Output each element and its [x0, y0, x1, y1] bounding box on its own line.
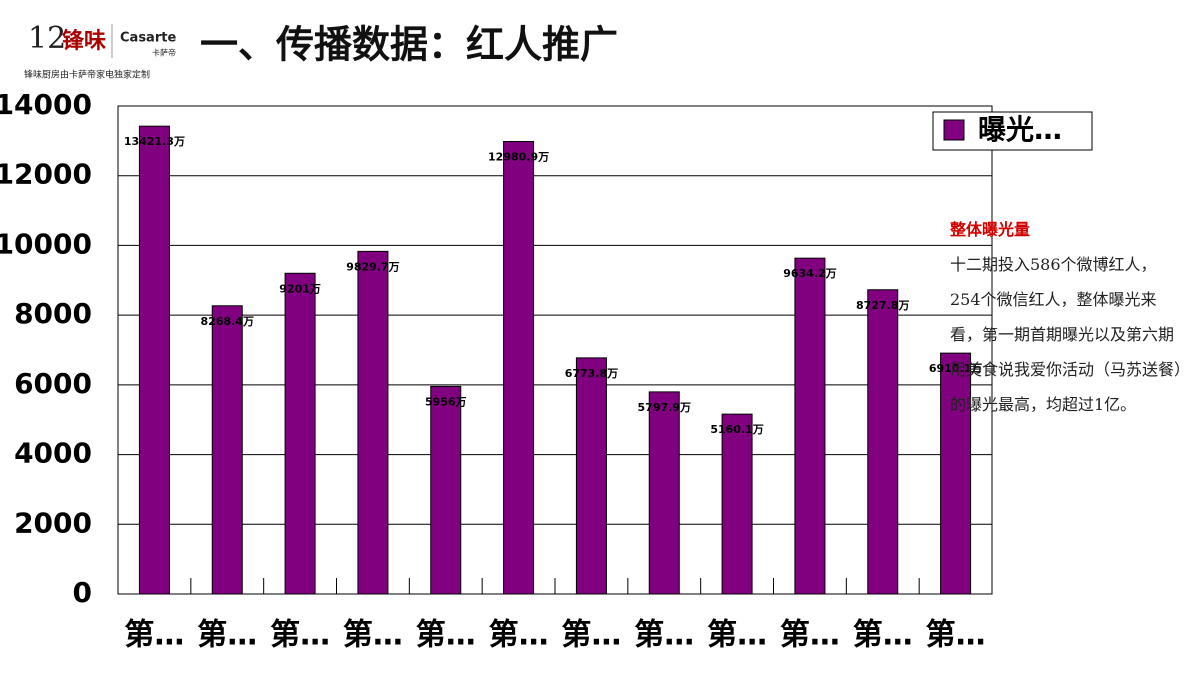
y-tick-label: 6000 [14, 367, 92, 400]
x-tick-label: 第… [416, 618, 476, 653]
y-tick-label: 10000 [0, 227, 92, 260]
bar [867, 289, 899, 595]
x-tick-label: 第… [270, 618, 330, 653]
logo-mark: 12 [28, 21, 66, 56]
bar [575, 357, 607, 595]
y-tick-label: 14000 [0, 88, 92, 121]
x-tick-label: 第… [124, 618, 184, 653]
x-tick-label: 第… [853, 618, 913, 653]
bar [794, 257, 826, 595]
x-tick-label: 第… [197, 618, 257, 653]
bar [940, 352, 972, 595]
side-note-text: 十二期投入586个微博红人，254个微信红人，整体曝光来看，第一期首期曝光以及第… [950, 255, 1183, 414]
value-label: 8727.8万 [856, 299, 909, 312]
bar [503, 141, 535, 595]
slide-title: 一、传播数据：红人推广 [200, 23, 618, 67]
bar [211, 305, 243, 595]
bar [721, 413, 753, 595]
legend-label: 曝光… [978, 113, 1062, 146]
value-label: 9201万 [279, 282, 321, 295]
value-label: 5956万 [425, 395, 467, 408]
x-tick-label: 第… [634, 618, 694, 653]
x-tick-label: 第… [561, 618, 621, 653]
value-label: 9829.7万 [346, 260, 399, 273]
logo-tagline: 锋味厨房由卡萨帝家电独家定制 [24, 69, 150, 81]
logo-casarte: Casarte [120, 31, 176, 46]
value-label: 13421.3万 [124, 135, 185, 148]
bar [357, 250, 389, 595]
bar [284, 272, 316, 595]
y-tick-label: 12000 [0, 158, 92, 191]
value-label: 8268.4万 [201, 315, 254, 328]
x-tick-label: 第… [489, 618, 549, 653]
side-note-title: 整体曝光量 [950, 220, 1031, 239]
value-label: 6773.8万 [565, 367, 618, 380]
x-tick-label: 第… [707, 618, 767, 653]
value-label: 9634.2万 [783, 267, 836, 280]
bar [430, 385, 462, 595]
value-label: 5160.1万 [710, 423, 763, 436]
bar [648, 391, 680, 595]
y-tick-label: 0 [73, 576, 92, 609]
logo-casarte-cn: 卡萨帝 [152, 48, 176, 58]
value-label: 12980.9万 [488, 151, 549, 164]
y-tick-label: 2000 [14, 506, 92, 539]
value-label: 6910.1万 [929, 362, 982, 375]
x-tick-label: 第… [780, 618, 840, 653]
x-tick-label: 第… [343, 618, 403, 653]
plot-border [117, 105, 993, 595]
y-tick-label: 8000 [14, 297, 92, 330]
logo-brand: 锋味 [62, 28, 106, 54]
legend-swatch [943, 119, 965, 141]
x-tick-label: 第… [926, 618, 986, 653]
bar [138, 125, 170, 595]
side-note: 整体曝光量 十二期投入586个微博红人，254个微信红人，整体曝光来看，第一期首… [950, 212, 1182, 422]
value-label: 5797.9万 [638, 401, 691, 414]
y-tick-label: 4000 [14, 437, 92, 470]
